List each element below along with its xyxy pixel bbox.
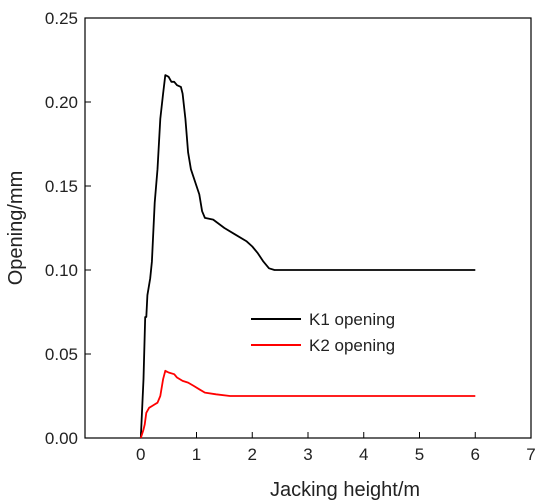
legend: K1 opening K2 opening: [251, 310, 395, 355]
y-tick-label: 0.20: [45, 93, 78, 112]
x-tick-label: 2: [248, 445, 257, 464]
y-tick-label: 0.15: [45, 177, 78, 196]
y-tick-label: 0.05: [45, 345, 78, 364]
x-tick-label: 1: [192, 445, 201, 464]
y-axis-title: Opening/mm: [5, 171, 27, 286]
series-layer: [139, 74, 476, 439]
y-tick-label: 0.00: [45, 429, 78, 448]
legend-label-k1: K1 opening: [309, 310, 395, 329]
plot-frame: [84, 17, 532, 439]
y-tick-label: 0.10: [45, 261, 78, 280]
x-tick-label: 3: [303, 445, 312, 464]
x-tick-label: 4: [359, 445, 368, 464]
y-tick-label: 0.25: [45, 9, 78, 28]
x-tick-label: 7: [526, 445, 535, 464]
axis-ticks: 0 1 2 3 4 5 6 7 0.00 0.05 0.10 0.15 0.20 0.25: [45, 9, 536, 464]
series-line-1: [139, 74, 476, 439]
x-tick-label: 0: [136, 445, 145, 464]
legend-label-k2: K2 opening: [309, 336, 395, 355]
x-tick-label: 5: [415, 445, 424, 464]
x-tick-label: 6: [471, 445, 480, 464]
x-axis-title: Jacking height/m: [270, 479, 420, 501]
series-line-2: [139, 369, 476, 439]
